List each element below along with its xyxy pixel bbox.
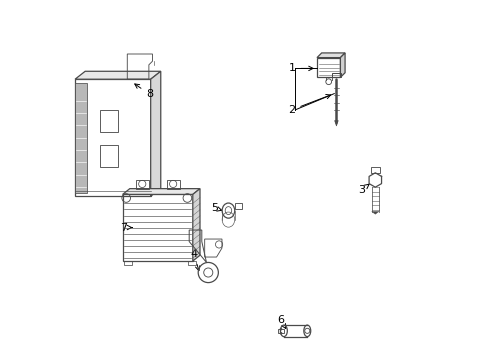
Text: 5: 5: [211, 203, 221, 213]
Polygon shape: [193, 189, 200, 261]
Text: 4: 4: [190, 249, 200, 271]
Polygon shape: [151, 71, 161, 196]
Text: 7: 7: [120, 222, 132, 233]
Text: 1: 1: [289, 63, 313, 73]
Polygon shape: [317, 53, 345, 58]
Polygon shape: [372, 211, 379, 214]
Polygon shape: [335, 121, 338, 126]
Polygon shape: [75, 71, 161, 79]
Circle shape: [280, 328, 282, 330]
Text: 8: 8: [135, 84, 153, 99]
Circle shape: [280, 332, 282, 334]
Polygon shape: [341, 53, 345, 77]
Polygon shape: [75, 83, 87, 193]
Polygon shape: [122, 189, 200, 194]
Text: 3: 3: [359, 184, 369, 195]
Text: 6: 6: [277, 315, 286, 328]
Text: 2: 2: [288, 94, 331, 115]
